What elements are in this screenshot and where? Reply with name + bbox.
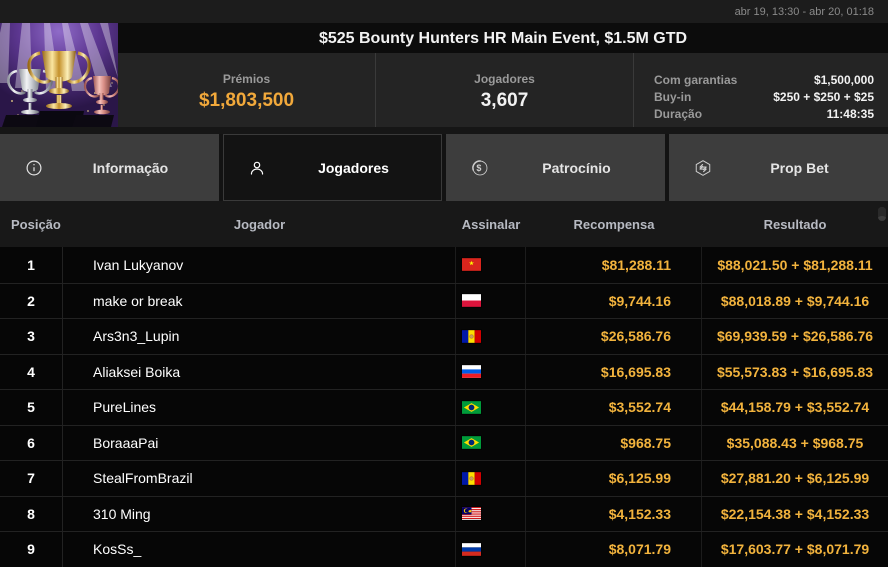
svg-text:$: $ — [476, 163, 481, 173]
